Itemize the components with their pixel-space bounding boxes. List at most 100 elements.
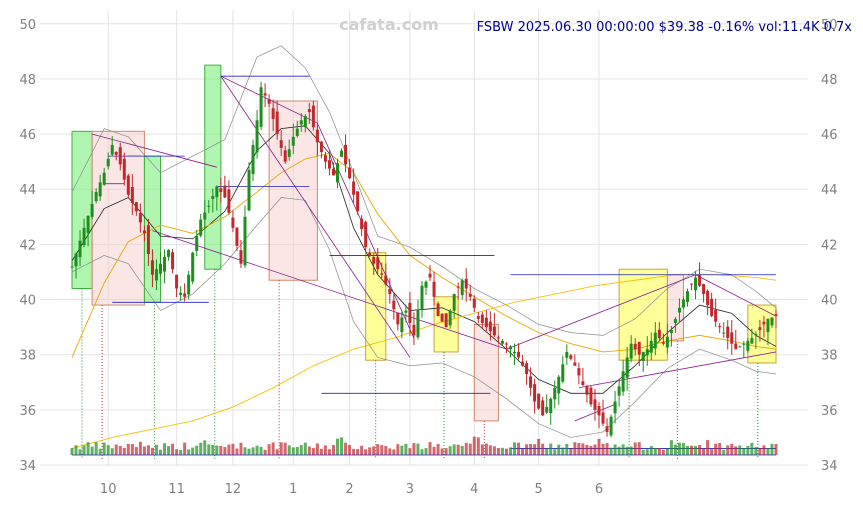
candle-body [677,307,681,313]
volume-bar [613,444,617,455]
zone-box-green [204,64,222,270]
candle-body [82,227,86,246]
candle-body [597,406,601,416]
volume-bar [311,448,315,455]
volume-bar [537,438,541,455]
volume-bar [163,443,167,455]
volume-bar [754,447,758,455]
candle-body [669,329,673,334]
volume-bar [243,447,247,455]
volume-bar [134,447,138,455]
candle-body [621,371,625,392]
y-tick-label: 50 [19,18,36,33]
candle-body [730,332,734,344]
candle-body [163,256,167,272]
volume-bar [412,443,416,455]
volume-bar [436,444,440,455]
candle-body [275,111,279,135]
volume-bar [742,448,746,455]
volume-bar [681,443,685,455]
volume-bar [159,449,163,455]
volume-bar [420,449,424,455]
candle-body [287,149,291,157]
candle-body [661,342,665,344]
x-tick-label: 1 [289,482,297,497]
candle-body [227,189,231,213]
volume-bar [508,447,512,455]
candle-body [74,253,78,267]
x-axis-ticks: 10 11 12 1 2 3 4 5 6 [100,482,603,497]
volume-bar [187,449,191,455]
volume-bar [70,448,74,455]
candle-body [356,191,360,212]
candle-body [122,158,126,180]
volume-bar [327,449,331,455]
candle-body [533,384,537,402]
volume-bar [484,443,488,455]
candle-body [726,326,730,339]
x-tick-label: 10 [100,482,117,497]
volume-bar [448,446,452,455]
candle-body [327,160,331,169]
trend-lines [92,75,777,449]
candle-body [331,168,335,176]
candle-body [444,313,448,328]
volume-bar [356,449,360,455]
y-tick-label: 34 [19,459,36,474]
candle-body [521,361,525,366]
volume-bar [621,444,625,455]
candle-body [98,182,102,197]
candle-body [167,249,171,257]
volume-bar [673,444,677,455]
candle-body [360,218,364,230]
y-tick-label: 40 [19,294,36,309]
volume-bar [476,437,480,455]
volume-bar [577,443,581,455]
candle-body [722,332,726,334]
volume-bar [593,444,597,455]
candle-body [307,109,311,113]
indicator-lines [71,45,777,449]
volume-bar [126,443,130,455]
volume-bar [513,442,517,455]
candle-body [203,212,207,220]
volume-bar [167,446,171,455]
volume-bar [573,442,577,455]
y-tick-label: 42 [19,238,36,253]
candle-body [380,273,384,275]
zone-box-yellow [618,268,668,361]
candle-body [319,141,323,153]
candle-body [263,93,267,96]
candle-body [742,343,746,345]
trend-line [506,274,696,350]
volume-bar [464,442,468,455]
volume-bar [291,447,295,455]
volume-bar [657,448,661,455]
volume-bar [649,446,653,455]
volume-bar [569,448,573,455]
volume-bar [557,444,561,455]
volume-bar [661,449,665,455]
volume-bar [199,442,203,455]
candle-body [685,291,689,303]
trend-line [92,133,217,168]
candle-body [649,340,653,353]
y-tick-label: 44 [19,183,36,198]
volume-bar [581,443,585,455]
candle-body [183,293,187,297]
candle-body [476,316,480,319]
volume-bar [428,442,432,455]
candle-body [641,351,645,361]
volume-bar [78,449,82,455]
volume-bar [207,444,211,455]
zone-box-red [91,130,145,306]
candle-body [428,273,432,278]
volume-bar [179,449,183,455]
volume-bar [219,445,223,455]
candle-body [90,203,94,217]
volume-bar [770,443,774,455]
candle-body [267,99,271,104]
volume-bar [171,443,175,455]
candle-body [541,400,545,416]
candle-body [340,150,344,157]
